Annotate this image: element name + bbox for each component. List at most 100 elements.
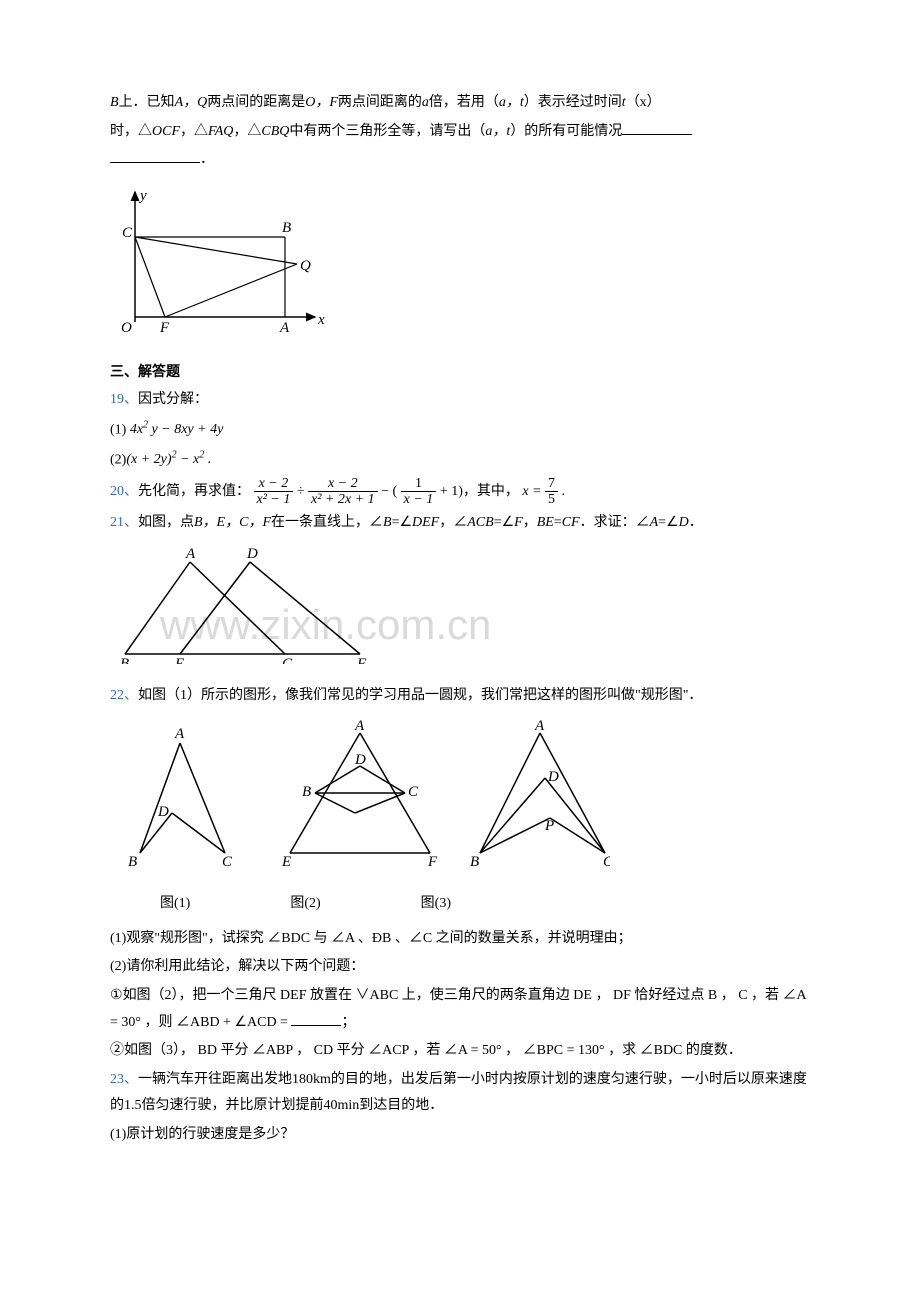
txt: A [650, 515, 659, 530]
q22-c1: ①如图（2），把一个三角尺 DEF 放置在 ∨ABC 上，使三角尺的两条直角边 … [110, 983, 810, 1036]
svg-text:D: D [547, 769, 559, 785]
txt: + 1)， [440, 484, 477, 499]
txt: 倍，若用（ [429, 95, 499, 110]
txt: ② [110, 1043, 124, 1058]
q22-c2: ②如图（3）， BD 平分 ∠ABP ， CD 平分 ∠ACP ，若 ∠A = … [110, 1038, 810, 1065]
txt: ACB [467, 515, 493, 530]
intro-line1: B上．已知A，Q两点间的距离是O，F两点间距离的a倍，若用（a，t）表示经过时间… [110, 90, 810, 117]
txt: . [562, 484, 566, 499]
txt: B，E，C，F [194, 515, 271, 530]
label-x: x [317, 312, 325, 328]
txt: ① [110, 988, 123, 1003]
txt: D [679, 515, 689, 530]
txt: OCF [152, 124, 180, 139]
txt: B [383, 515, 392, 530]
intro-line2: 时，△OCF，△FAQ，△CBQ中有两个三角形全等，请写出（a，t）的所有可能情… [110, 119, 810, 146]
q22-line: 22、如图（1）所示的图形，像我们常见的学习用品一圆规，我们常把这样的图形叫做"… [110, 683, 810, 710]
txt: 时，△ [110, 124, 152, 139]
label-A: A [279, 320, 290, 336]
figure-captions: 图(1) 图(2) 图(3) [110, 891, 810, 918]
figure-triangles: www.zixin.com.cn A D B E C F [110, 544, 810, 675]
den: x² − 1 [254, 492, 294, 507]
q19-p1: (1) 4x2 y − 8xy + 4y [110, 416, 810, 444]
txt: a，t [499, 95, 524, 110]
txt: =∠ [494, 515, 514, 530]
qnum: 23、 [110, 1072, 138, 1087]
svg-text:P: P [544, 818, 554, 834]
txt: FAQ [208, 124, 233, 139]
blank [622, 121, 692, 135]
num: x − 2 [308, 476, 378, 492]
q22-p1: (1)观察"规形图"，试探究 ∠BDC 与 ∠A 、ĐB 、∠C 之间的数量关系… [110, 926, 810, 953]
txt: ．求证：∠ [580, 515, 650, 530]
intro-line3: ． [110, 147, 810, 174]
figure-compass: A D B C A D B C E F A [110, 718, 810, 884]
den: x − 1 [401, 492, 437, 507]
txt: （x） [626, 95, 661, 110]
svg-text:A: A [185, 546, 196, 562]
qnum: 21、 [110, 515, 138, 530]
txt: (1) [110, 931, 126, 946]
label-O: O [121, 320, 132, 336]
num: x − 2 [254, 476, 294, 492]
caption: 图(1) [160, 891, 190, 918]
label-Q: Q [300, 258, 311, 274]
svg-text:A: A [354, 718, 365, 734]
svg-text:C: C [282, 656, 293, 664]
blank [291, 1012, 341, 1026]
q22-p2: (2)请你利用此结论，解决以下两个问题： [110, 954, 810, 981]
txt: (2) [110, 959, 126, 974]
txt: 两点间的距离是 [207, 95, 305, 110]
txt: =∠ [658, 515, 678, 530]
svg-text:E: E [281, 854, 291, 870]
txt: 一辆汽车开往距离出发地180km的目的地，出发后第一小时内按原计划的速度匀速行驶… [110, 1072, 807, 1114]
q23-line: 23、一辆汽车开往距离出发地180km的目的地，出发后第一小时内按原计划的速度匀… [110, 1067, 810, 1120]
txt: CF [562, 515, 580, 530]
txt: 请你利用此结论，解决以下两个问题： [126, 959, 364, 974]
txt: 如图，点 [138, 515, 194, 530]
qnum: 20、 [110, 484, 138, 499]
svg-text:D: D [354, 752, 366, 768]
q21-line: 21、如图，点B，E，C，F在一条直线上，∠B=∠DEF，∠ACB=∠F，BE=… [110, 510, 810, 537]
txt: ， [523, 515, 537, 530]
label-y: y [138, 188, 147, 204]
svg-text:B: B [302, 784, 311, 800]
den: 5 [545, 492, 558, 507]
svg-text:F: F [356, 656, 367, 664]
svg-text:A: A [174, 726, 185, 742]
txt: 原计划的行驶速度是多少？ [126, 1127, 294, 1142]
txt: 如图（1）所示的图形，像我们常见的学习用品一圆规，我们常把这样的图形叫做"规形图… [138, 688, 702, 703]
txt: (1) [110, 422, 126, 437]
svg-text:E: E [174, 656, 184, 664]
den: x² + 2x + 1 [308, 492, 378, 507]
q19-p2: (2)(x + 2y)2 − x2 . [110, 446, 810, 474]
txt: 如图（3）， BD 平分 ∠ABP ， CD 平分 ∠ACP ，若 ∠A = 5… [124, 1043, 742, 1058]
qnum: 19、 [110, 392, 138, 407]
q19-line: 19、因式分解： [110, 387, 810, 414]
txt: = [554, 515, 562, 530]
txt: DEF [412, 515, 439, 530]
svg-text:F: F [427, 854, 438, 870]
svg-text:D: D [246, 546, 258, 562]
svg-text:B: B [120, 656, 129, 664]
section-3-heading: 三、解答题 [110, 360, 810, 387]
txt: ，∠ [439, 515, 467, 530]
txt: 在一条直线上，∠ [271, 515, 383, 530]
q23-p1: (1)原计划的行驶速度是多少？ [110, 1122, 810, 1149]
txt: (2) [110, 452, 126, 467]
txt: 因式分解： [138, 392, 208, 407]
txt: − ( [381, 484, 397, 499]
txt: ． [200, 152, 214, 167]
txt: ． [689, 515, 703, 530]
txt: A，Q [175, 95, 208, 110]
txt: 其中， [477, 484, 519, 499]
num: 1 [401, 476, 437, 492]
txt: 观察"规形图"，试探究 ∠BDC 与 ∠A 、ĐB 、∠C 之间的数量关系，并说… [126, 931, 631, 946]
txt: ）表示经过时间 [524, 95, 622, 110]
txt: ，△ [180, 124, 208, 139]
txt: 上．已知 [119, 95, 175, 110]
txt: ； [341, 1015, 355, 1030]
svg-text:C: C [603, 854, 610, 870]
caption: 图(3) [421, 891, 451, 918]
txt: x = [522, 484, 545, 499]
